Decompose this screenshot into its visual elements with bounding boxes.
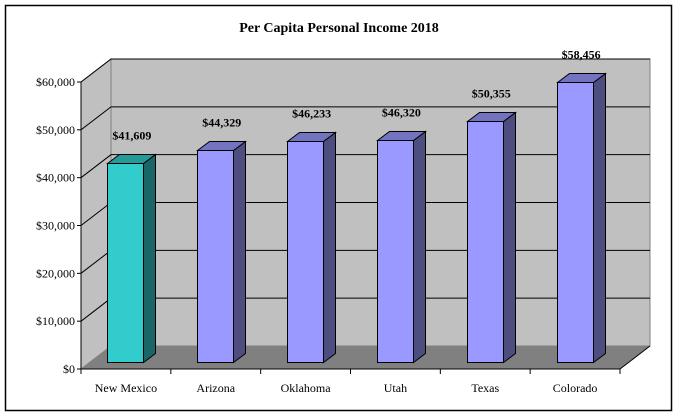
y-tick-label: $30,000 (36, 219, 75, 233)
x-tick-label: Oklahoma (281, 381, 332, 395)
x-tick-label: Texas (471, 381, 499, 395)
y-tick-label: $40,000 (36, 171, 75, 185)
bar-side (143, 153, 156, 364)
bar (107, 163, 144, 363)
x-tick-label: Utah (384, 381, 407, 395)
bar (197, 150, 234, 363)
bar (287, 141, 324, 363)
y-tick-label: $60,000 (36, 75, 75, 89)
chart-title: Per Capita Personal Income 2018 (239, 21, 439, 36)
gridline (80, 106, 650, 131)
bar-side (233, 140, 246, 364)
y-tick-label: $20,000 (36, 266, 75, 280)
bar (557, 82, 594, 363)
data-label: $46,320 (382, 106, 421, 120)
bar-side (503, 111, 516, 364)
x-tick-label: Colorado (553, 381, 598, 395)
y-tick-label: $0 (63, 362, 75, 376)
y-tick-label: $50,000 (36, 123, 75, 137)
bar-side (323, 131, 336, 364)
y-tick-label: $10,000 (36, 314, 75, 328)
data-label: $41,609 (112, 129, 151, 143)
x-tick-label: Arizona (196, 381, 235, 395)
data-label: $44,329 (202, 116, 241, 130)
bar-side (593, 72, 606, 364)
data-label: $58,456 (562, 48, 601, 62)
x-tick-label: New Mexico (95, 381, 157, 395)
bar (377, 140, 414, 363)
data-label: $46,233 (292, 107, 331, 121)
bar-side (413, 130, 426, 364)
bar (467, 121, 504, 363)
plot-area: $0 $10,000 $20,000 $30,000 $40,000 $50,000 $60… (36, 48, 651, 395)
data-label: $50,355 (472, 87, 511, 101)
gridline (80, 58, 650, 83)
floor-edge (619, 345, 651, 370)
